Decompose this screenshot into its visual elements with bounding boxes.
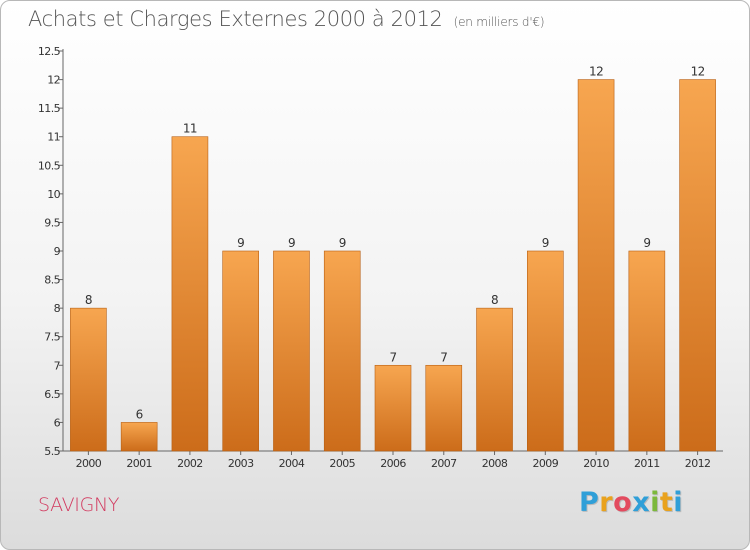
bar-2002	[171, 136, 209, 452]
data-label-2012: 12	[691, 65, 705, 79]
bar-2011	[628, 250, 666, 452]
y-tick-label: 7.5	[44, 331, 60, 344]
y-tick-label: 6.5	[44, 388, 60, 401]
data-label-2005: 9	[339, 236, 346, 250]
logo-letter: r	[599, 487, 614, 518]
chart-axes: 5.5 6 6.5 7 7.5 8 8.5 9 9.5 10 10.5 11 11.5 12 12.5 200…	[38, 45, 723, 470]
proxiti-logo: Proxiti	[579, 487, 683, 518]
y-tick-label: 7	[54, 359, 61, 372]
bar-2006	[374, 364, 412, 452]
bar-2009	[527, 250, 564, 452]
bar-2007	[425, 364, 463, 452]
logo-letter: o	[613, 487, 633, 518]
bar-2000	[70, 307, 107, 452]
x-tick-label: 2003	[228, 457, 254, 470]
bar-2001	[120, 422, 158, 452]
city-name: SAVIGNY	[38, 494, 120, 516]
x-tick-label: 2012	[685, 457, 711, 470]
x-tick-label: 2005	[329, 457, 355, 470]
chart-bars: 8 6 11 9 9 9 7 7 8 9 12 9 12	[70, 65, 716, 452]
chart-title-unit: (en milliers d'€)	[453, 15, 545, 29]
x-tick-label: 2008	[482, 457, 508, 470]
y-tick-label: 12.5	[38, 45, 61, 58]
y-tick-label: 9	[54, 245, 61, 258]
data-label-2002: 11	[183, 122, 197, 136]
data-label-2000: 8	[85, 293, 92, 307]
y-tick-label: 5.5	[44, 445, 60, 458]
y-tick-label: 9.5	[44, 216, 60, 229]
x-tick-label: 2000	[76, 457, 102, 470]
y-tick-label: 10.5	[38, 159, 61, 172]
y-tick-label: 6	[54, 416, 61, 429]
x-tick-label: 2001	[126, 457, 152, 470]
data-label-2003: 9	[237, 236, 244, 250]
data-label-2011: 9	[643, 236, 650, 250]
logo-letter: i	[673, 487, 684, 518]
data-label-2008: 8	[491, 293, 498, 307]
y-tick-label: 8.5	[44, 274, 60, 287]
bar-2012	[679, 79, 716, 452]
x-tick-label: 2011	[634, 457, 660, 470]
logo-letter: i	[650, 487, 660, 518]
x-tick-label: 2002	[177, 457, 203, 470]
y-tick-label: 11	[47, 131, 60, 144]
y-tick-label: 8	[54, 302, 61, 315]
data-label-2006: 7	[389, 350, 396, 364]
x-tick-label: 2004	[279, 457, 305, 470]
chart-title: Achats et Charges Externes 2000 à 2012 (…	[28, 7, 545, 31]
bar-2005	[323, 250, 361, 452]
bar-2003	[222, 250, 259, 452]
data-label-2009: 9	[542, 236, 549, 250]
data-label-2001: 6	[136, 407, 143, 421]
data-label-2004: 9	[288, 236, 295, 250]
logo-letter: x	[632, 487, 651, 518]
logo-letter: t	[659, 487, 674, 518]
y-tick-label: 11.5	[38, 102, 61, 115]
chart-title-main: Achats et Charges Externes 2000 à 2012	[28, 7, 443, 31]
bar-2008	[476, 307, 513, 452]
y-tick-label: 12	[47, 74, 60, 87]
bar-2004	[273, 250, 310, 452]
data-label-2010: 12	[589, 65, 603, 79]
x-tick-label: 2010	[583, 457, 609, 470]
x-tick-label: 2009	[533, 457, 559, 470]
x-tick-label: 2006	[380, 457, 406, 470]
bar-2010	[577, 79, 615, 452]
logo-letter: P	[579, 487, 600, 518]
y-tick-label: 10	[47, 188, 60, 201]
data-label-2007: 7	[440, 350, 447, 364]
x-tick-label: 2007	[431, 457, 457, 470]
